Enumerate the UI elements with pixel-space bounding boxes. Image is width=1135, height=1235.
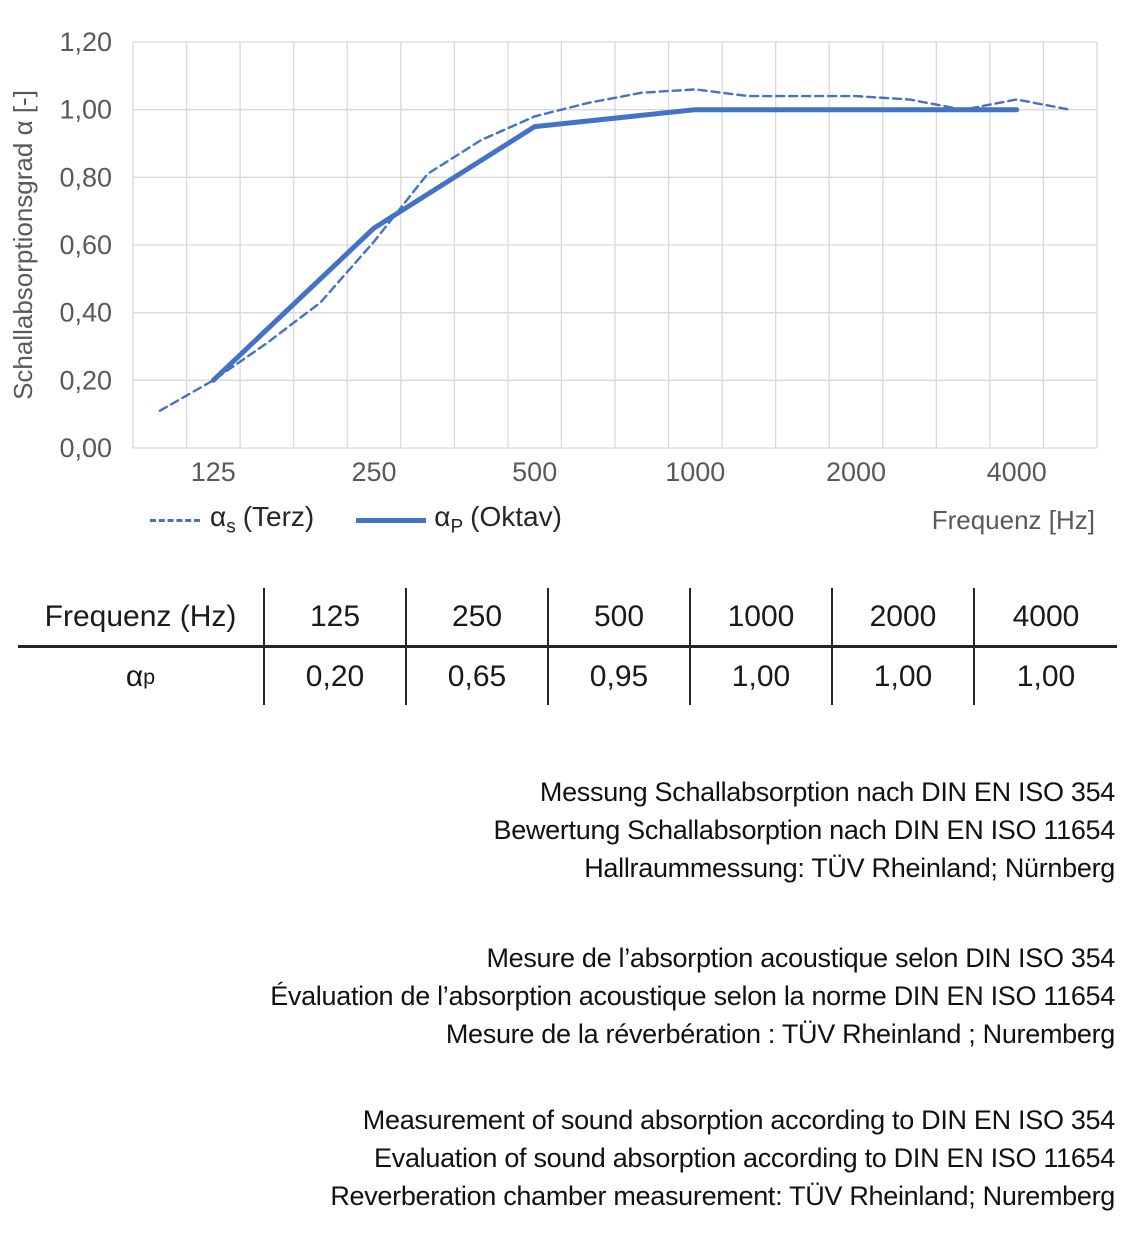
y-tick-label: 0,40 [59, 298, 112, 328]
x-tick-label: 250 [351, 457, 396, 487]
table-value-2000: 1,00 [833, 648, 975, 705]
notes-english: Measurement of sound absorption accordin… [0, 1101, 1135, 1215]
series-line-dashed [158, 88, 1072, 412]
table-header-125: 125 [265, 588, 407, 648]
note-line: Évaluation de l’absorption acoustique se… [270, 981, 1115, 1011]
table-value-250: 0,65 [407, 648, 549, 705]
y-axis-title: Schallabsorptionsgrad α [-] [8, 90, 38, 400]
legend-item-oktav: αP (Oktav) [356, 501, 562, 539]
y-tick-label: 1,00 [59, 95, 112, 125]
alpha-p-table: Frequenz (Hz) 125 250 500 1000 2000 4000… [18, 588, 1117, 705]
table-value-4000: 1,00 [1016, 659, 1076, 693]
legend-label-terz: αs (Terz) [210, 501, 315, 538]
table-value-1000: 1,00 [691, 648, 833, 705]
note-line: Evaluation of sound absorption according… [374, 1143, 1115, 1173]
note-line: Measurement of sound absorption accordin… [362, 1105, 1116, 1135]
table-header-2000: 2000 [833, 588, 975, 648]
absorption-chart-canvas: 1,20 1,00 0,80 0,60 0,40 0,20 0,00 125 250 500 100… [8, 27, 1098, 487]
absorption-chart: 1,20 1,00 0,80 0,60 0,40 0,20 0,00 125 250 500 100… [0, 0, 1135, 542]
x-tick-label: 1000 [665, 457, 725, 487]
legend-item-terz: αs (Terz) [150, 501, 314, 539]
notes-german: Messung Schallabsorption nach DIN EN ISO… [0, 773, 1135, 887]
table-header-frequency: Frequenz (Hz) [18, 588, 265, 648]
note-line: Hallraummessung: TÜV Rheinland; Nürnberg [584, 853, 1115, 883]
x-tick-label: 2000 [826, 457, 886, 487]
y-tick-label: 0,80 [59, 162, 112, 192]
y-tick-label: 0,60 [59, 230, 112, 260]
dashed-line-icon [150, 518, 200, 522]
note-line: Mesure de l’absorption acoustique selon … [486, 943, 1115, 973]
table-header-250: 250 [407, 588, 549, 648]
note-line: Bewertung Schallabsorption nach DIN EN I… [493, 815, 1116, 845]
notes-french: Mesure de l’absorption acoustique selon … [0, 939, 1135, 1053]
x-tick-label: 125 [191, 457, 236, 487]
note-line: Messung Schallabsorption nach DIN EN ISO… [539, 777, 1115, 807]
chart-legend: αs (Terz) αP (Oktav) Frequenz [Hz] [0, 492, 1135, 542]
solid-line-icon [356, 517, 427, 523]
table-header-4000: 4000 [975, 588, 1117, 648]
y-tick-label: 0,20 [59, 365, 112, 395]
legend-label-oktav: αP (Oktav) [434, 501, 562, 538]
table-value-125: 0,20 [265, 648, 407, 705]
x-tick-label: 500 [512, 457, 557, 487]
table-header-1000: 1000 [691, 588, 833, 648]
table-value-500: 0,95 [549, 648, 691, 705]
y-tick-label: 1,20 [59, 27, 112, 57]
x-axis-title: Frequenz [Hz] [931, 504, 1095, 535]
table-header-500: 500 [549, 588, 691, 648]
series-line-solid [210, 107, 1020, 383]
x-tick-label: 4000 [987, 457, 1047, 487]
y-tick-label: 0,00 [59, 433, 112, 463]
note-line: Reverberation chamber measurement: TÜV R… [330, 1181, 1115, 1211]
note-line: Mesure de la réverbération : TÜV Rheinla… [445, 1019, 1115, 1049]
